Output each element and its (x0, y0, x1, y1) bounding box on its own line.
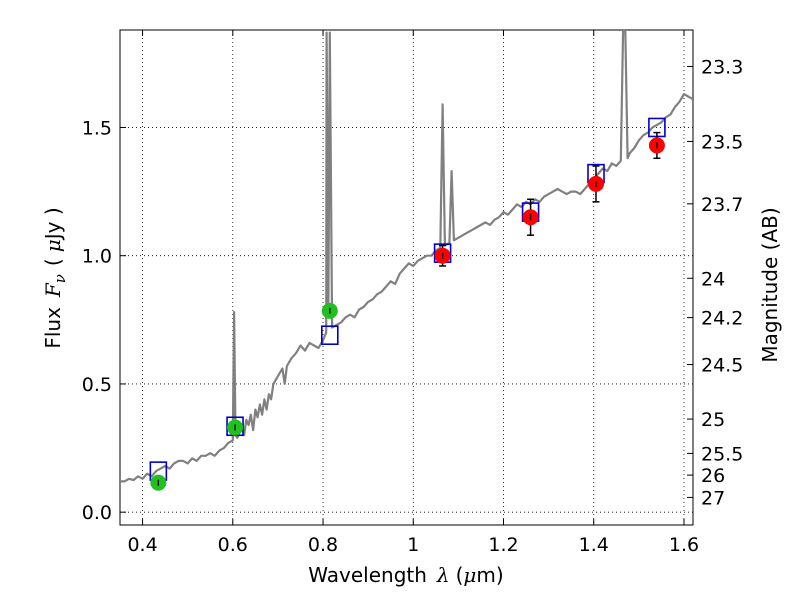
x-tick-label: 1.2 (488, 534, 518, 556)
y-tick-label: 1.5 (82, 117, 112, 139)
plot-frame (119, 29, 694, 526)
x-axis-label: Wavelength λ (μm) (308, 563, 503, 587)
magnitude-tick-label: 25.5 (701, 443, 743, 465)
grid-lines (120, 30, 693, 525)
plot-content (120, 30, 693, 491)
model-spectrum-line (120, 30, 693, 483)
y-tick-label: 1.0 (82, 246, 112, 268)
magnitude-tick-label: 24.2 (701, 308, 743, 330)
plot-area (120, 30, 693, 491)
y-axis-ticks: 0.0 0.5 1.0 1.5 (82, 117, 126, 524)
x-tick-label: 1.6 (669, 534, 699, 556)
magnitude-tick-label: 24.5 (701, 355, 743, 377)
magnitude-axis-label: Magnitude (AB) (758, 207, 782, 362)
y-tick-label: 0.0 (82, 502, 112, 524)
magnitude-tick-label: 24 (701, 268, 725, 290)
y-axis-label: FluxFν(μJy ) (41, 207, 69, 348)
magnitude-tick-label: 26 (701, 465, 725, 487)
y-tick-label: 0.5 (82, 374, 112, 396)
magnitude-tick-label: 27 (701, 487, 725, 509)
magnitude-tick-label: 23.7 (701, 194, 743, 216)
magnitude-tick-label: 23.3 (701, 56, 743, 78)
x-tick-label: 1.4 (579, 534, 609, 556)
x-tick-label: 0.8 (308, 534, 338, 556)
magnitude-tick-label: 23.5 (701, 131, 743, 153)
x-axis-ticks: 0.4 0.6 0.8 1 1.2 1.4 1.6 (127, 30, 699, 556)
magnitude-tick-label: 25 (701, 409, 725, 431)
x-tick-label: 1 (407, 534, 419, 556)
x-tick-label: 0.4 (127, 534, 157, 556)
x-tick-label: 0.6 (218, 534, 248, 556)
model-flux-square (320, 325, 339, 346)
